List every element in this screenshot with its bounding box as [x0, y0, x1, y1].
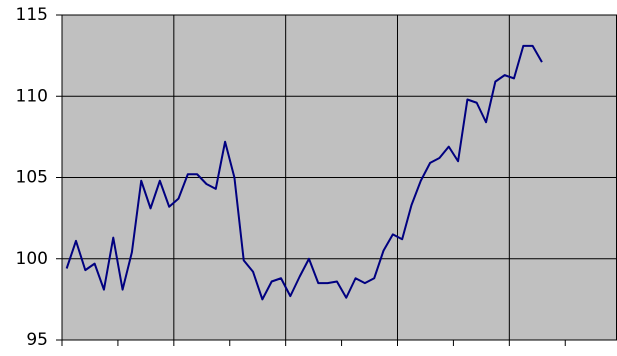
- line-series: [65, 44, 543, 301]
- y-tick-label: 105: [16, 168, 48, 188]
- y-tick-label: 100: [16, 249, 48, 269]
- y-tick-label: 115: [16, 5, 48, 25]
- y-tick-label: 110: [16, 86, 48, 106]
- y-tick-label: 95: [26, 330, 48, 350]
